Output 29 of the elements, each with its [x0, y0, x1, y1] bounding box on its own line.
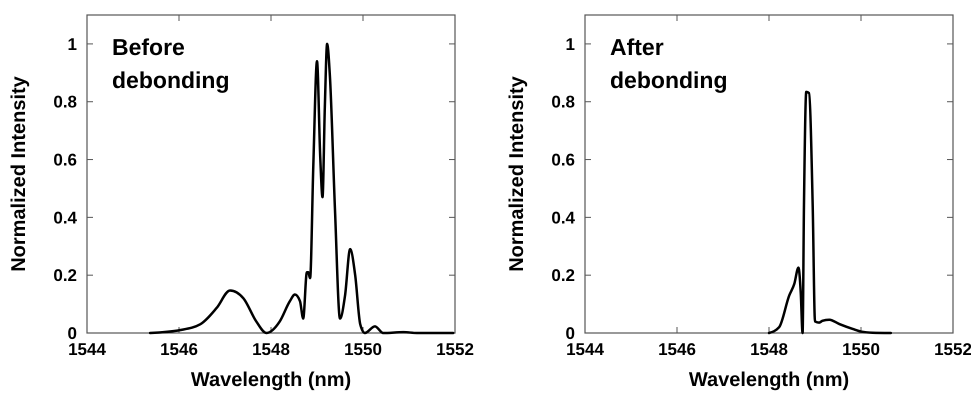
x-tick-label: 1548	[750, 340, 788, 359]
y-tick-label: 0.4	[53, 208, 78, 228]
x-tick-label: 1550	[842, 340, 880, 359]
y-tick-label: 0	[68, 324, 77, 343]
y-tick-label: 1	[68, 34, 77, 54]
y-tick-label: 0.6	[53, 150, 77, 170]
y-tick-label: 0.6	[551, 150, 575, 170]
y-tick-label: 0.2	[53, 266, 77, 286]
x-axis-title: Wavelength (nm)	[190, 369, 352, 391]
line-series	[768, 90, 892, 334]
y-tick-label: 1	[566, 34, 575, 54]
x-tick-label: 1546	[160, 340, 198, 359]
y-tick-label: 0.2	[551, 266, 575, 286]
x-axis-title: Wavelength (nm)	[688, 369, 850, 391]
y-tick-label: 0.8	[53, 92, 77, 112]
annotation: After debonding	[610, 34, 728, 93]
y-axis-title: Normalized Intensity	[8, 75, 30, 272]
x-tick-label: 1552	[934, 340, 972, 359]
x-tick-label: 1544	[68, 340, 106, 359]
x-tick-label: 1544	[566, 340, 604, 359]
x-tick-label: 1550	[344, 340, 382, 359]
y-tick-label: 0	[566, 324, 575, 343]
x-tick-label: 1548	[252, 340, 290, 359]
annotation: Before debonding	[112, 34, 230, 93]
y-tick-label: 0.4	[551, 208, 576, 228]
y-tick-label: 0.8	[551, 92, 575, 112]
x-tick-label: 1552	[436, 340, 474, 359]
x-tick-label: 1546	[658, 340, 696, 359]
y-axis-title: Normalized Intensity	[506, 75, 528, 272]
